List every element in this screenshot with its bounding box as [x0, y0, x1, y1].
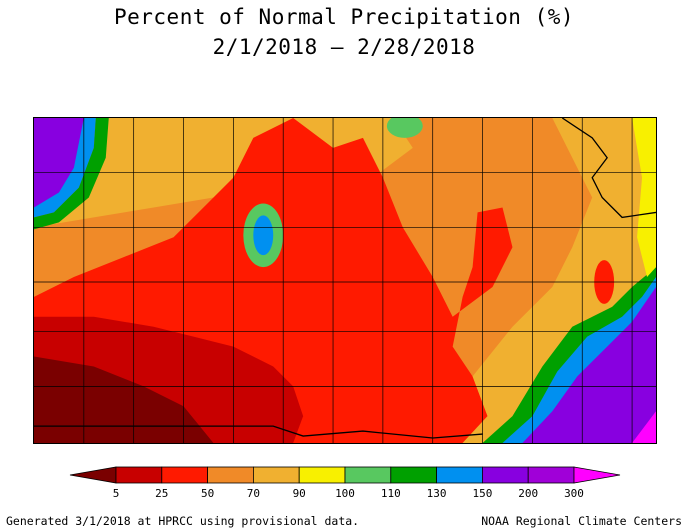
region-green-northwest: [34, 118, 109, 230]
legend-tick-label: 100: [335, 487, 355, 500]
region-deepest-red-southwest: [34, 356, 214, 443]
state-boundaries: [34, 118, 656, 439]
source-credit: NOAA Regional Climate Centers: [481, 514, 682, 528]
legend-swatch: [344, 466, 392, 484]
legend-tick-label: 25: [155, 487, 168, 500]
legend-swatch: [252, 466, 300, 484]
legend-tick-label: 70: [247, 487, 260, 500]
legend-tick-label: 5: [113, 487, 120, 500]
legend-arrow-high: [573, 466, 621, 484]
region-blue-northwest: [34, 118, 96, 218]
legend-tick-label: 300: [564, 487, 584, 500]
legend-swatch: [390, 466, 437, 484]
generated-note: Generated 3/1/2018 at HPRCC using provis…: [6, 514, 360, 528]
legend-swatch: [161, 466, 209, 484]
legend-swatch: [481, 466, 529, 484]
date-range: 2/1/2018 – 2/28/2018: [212, 35, 476, 59]
map-title: Percent of Normal Precipitation (%): [113, 5, 574, 29]
legend-swatch: [115, 466, 163, 484]
precipitation-map: [33, 117, 657, 444]
legend-tick-label: 110: [381, 487, 401, 500]
region-green-top: [386, 118, 423, 138]
region-yellow-east: [632, 118, 656, 278]
legend-tick-label: 130: [427, 487, 447, 500]
color-legend: 5 25 50 70 90 100 110 130 150 200 300: [69, 466, 621, 500]
legend-swatch: [298, 466, 346, 484]
region-purple-southeast: [522, 286, 656, 443]
legend-swatch: [207, 466, 254, 484]
legend-tick-label: 150: [472, 487, 492, 500]
legend-swatch: [527, 466, 575, 484]
region-light-orange-east: [462, 118, 656, 443]
region-blue-blob: [253, 215, 274, 256]
legend-swatch: [436, 466, 483, 484]
legend-tick-label: 50: [201, 487, 214, 500]
legend-tick-label: 200: [518, 487, 538, 500]
county-boundaries: [34, 118, 656, 443]
legend-tick-label: 90: [293, 487, 306, 500]
legend-arrow-low: [69, 466, 117, 484]
